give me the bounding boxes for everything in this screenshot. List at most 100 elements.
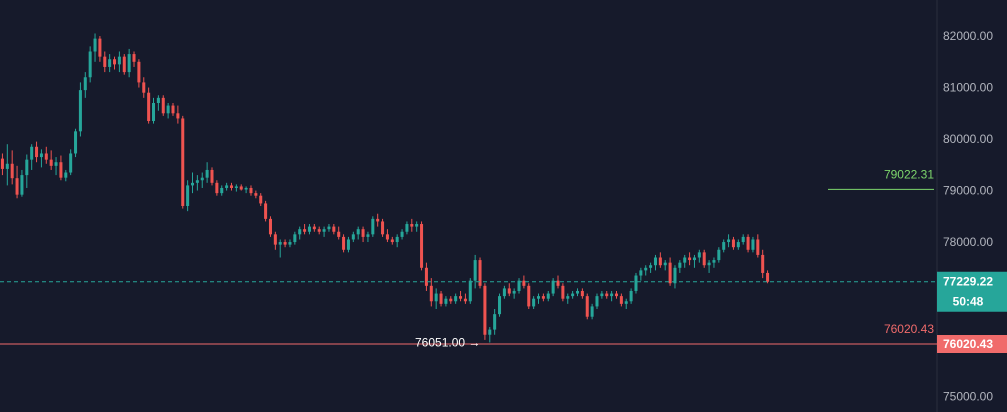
candle-body-112 (546, 293, 550, 299)
candle-body-57 (278, 242, 282, 245)
candle-136 (663, 260, 667, 271)
y-tick-label-3: 79000.00 (943, 184, 993, 198)
candle-39 (190, 172, 195, 194)
candle-130 (634, 272, 638, 294)
candle-64 (312, 224, 316, 232)
candle-61 (298, 226, 302, 240)
candle-133 (649, 262, 653, 273)
candle-body-127 (619, 296, 623, 304)
candle-body-61 (298, 229, 302, 235)
candle-148 (722, 239, 726, 253)
candle-110 (537, 293, 541, 304)
candle-149 (727, 234, 731, 248)
candle-72 (351, 231, 355, 243)
candle-95 (463, 293, 467, 304)
candle-body-143 (697, 252, 701, 258)
candle-55 (268, 216, 272, 237)
candle-body-115 (561, 285, 565, 299)
candle-73 (356, 226, 360, 240)
candle-63 (307, 224, 311, 235)
candle-body-23 (113, 59, 117, 65)
candle-body-10 (49, 159, 53, 166)
y-tick-label-0: 82000.00 (943, 29, 993, 43)
candle-body-83 (405, 224, 409, 232)
candle-body-32 (156, 97, 160, 103)
candle-body-43 (210, 169, 214, 183)
candle-body-38 (186, 185, 190, 206)
candle-83 (405, 221, 409, 235)
candle-3 (15, 165, 19, 199)
last-price-label: 77229.22 (943, 275, 993, 289)
low-marker-label: 76051.00 → (415, 335, 480, 349)
candle-body-63 (307, 226, 311, 232)
candle-body-125 (610, 293, 614, 297)
candle-body-82 (400, 231, 404, 237)
candle-14 (69, 149, 73, 176)
candle-body-54 (264, 203, 268, 219)
candle-49 (239, 184, 243, 191)
plot-area[interactable] (0, 0, 937, 412)
candle-body-99 (483, 285, 487, 335)
candle-10 (49, 150, 53, 170)
candle-67 (327, 224, 331, 232)
candle-109 (532, 296, 536, 309)
candle-body-44 (215, 182, 219, 194)
red-level-label: 76020.43 (884, 322, 934, 336)
candle-150 (731, 236, 735, 250)
candle-104 (507, 283, 511, 297)
candle-126 (614, 290, 618, 299)
candle-84 (410, 218, 414, 232)
candle-105 (512, 288, 516, 299)
candle-112 (546, 290, 550, 302)
candle-118 (575, 288, 580, 297)
candle-body-74 (361, 229, 365, 237)
candle-body-31 (152, 103, 156, 122)
candle-body-66 (322, 229, 326, 232)
candle-12 (59, 155, 63, 181)
candle-body-33 (161, 97, 165, 114)
candle-body-97 (473, 260, 477, 281)
candle-43 (210, 167, 214, 186)
candle-body-40 (195, 180, 199, 183)
candle-111 (541, 293, 545, 302)
candle-81 (395, 234, 399, 248)
candle-body-56 (273, 234, 277, 245)
candle-132 (644, 265, 648, 276)
candle-65 (317, 226, 321, 235)
candles (0, 33, 770, 343)
candle-21 (103, 51, 107, 73)
candle-85 (415, 221, 419, 232)
candle-5 (25, 154, 29, 188)
candle-121 (590, 303, 594, 320)
candle-154 (751, 236, 755, 253)
candle-127 (619, 293, 623, 307)
candle-body-80 (390, 239, 394, 243)
y-tick-label-5: 75000.00 (943, 390, 993, 404)
candle-body-105 (512, 290, 516, 294)
candle-body-51 (249, 187, 253, 194)
candle-147 (717, 247, 721, 263)
candle-body-4 (20, 175, 24, 195)
candle-body-18 (88, 51, 92, 78)
red-level-tag (937, 334, 1007, 353)
candle-137 (668, 257, 672, 286)
candle-body-58 (283, 242, 287, 245)
candle-body-24 (117, 56, 121, 65)
candle-body-157 (766, 272, 770, 282)
candle-body-109 (532, 298, 536, 307)
candle-body-14 (69, 153, 73, 173)
candle-body-110 (537, 296, 541, 299)
candle-108 (527, 283, 531, 309)
candle-119 (580, 288, 584, 299)
candle-body-69 (337, 231, 341, 237)
candle-66 (322, 226, 326, 237)
candle-body-15 (74, 131, 78, 154)
candle-body-135 (658, 257, 662, 266)
candle-body-118 (575, 290, 580, 294)
candle-142 (692, 254, 696, 268)
candle-29 (142, 77, 146, 98)
candle-body-141 (688, 257, 692, 261)
candle-body-95 (463, 298, 467, 302)
